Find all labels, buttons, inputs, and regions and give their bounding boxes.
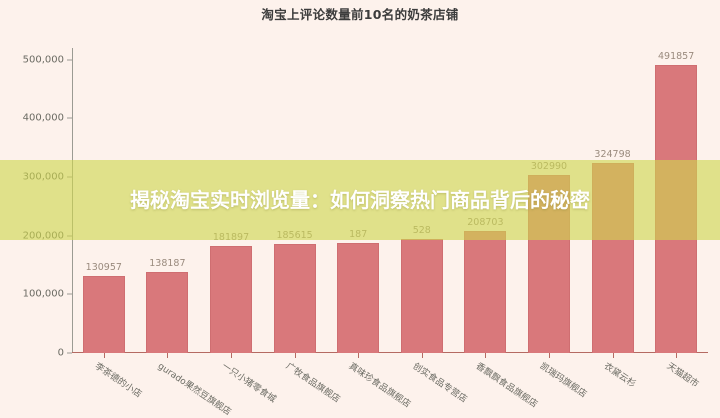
x-axis-tick-mark <box>230 353 232 358</box>
bar-slot[interactable]: 528 创实食品专营店 <box>390 48 468 405</box>
x-axis-tick-label: 香飘飘食品旗舰店 <box>474 361 540 411</box>
x-axis-tick-label: 衣黛云杉 <box>601 361 637 390</box>
bar[interactable] <box>337 243 380 353</box>
bar-value-label: 491857 <box>658 50 695 62</box>
bar[interactable] <box>464 230 507 353</box>
bar-value-label: 528 <box>412 224 431 236</box>
bar-slot[interactable]: 185615 广牧食品旗舰店 <box>263 48 341 405</box>
y-axis-tick-label: 300,000 <box>22 171 64 183</box>
bar-value-label: 302990 <box>530 161 568 173</box>
chart-title: 淘宝上评论数量前10名的奶茶店铺 <box>261 7 459 22</box>
x-axis-tick-label: 一只小猪零食城 <box>219 361 278 406</box>
x-axis-tick-mark <box>612 353 614 358</box>
y-axis-tick-mark <box>67 59 72 61</box>
bar-value-label: 181897 <box>212 232 250 244</box>
x-axis-tick-label: 真味珍食品旗舰店 <box>346 361 413 411</box>
bar-slot[interactable]: 187 真味珍食品旗舰店 <box>326 48 412 410</box>
bar-slot[interactable]: 208703 香飘飘食品旗舰店 <box>454 48 539 410</box>
bar-slot[interactable]: 138187 gurado果然豆旗舰店 <box>136 48 233 418</box>
y-axis-tick-mark <box>67 352 72 354</box>
x-axis-tick-mark <box>676 353 678 358</box>
bar-slot[interactable]: 324798 衣黛云杉 <box>581 48 645 390</box>
x-axis-line <box>72 352 708 353</box>
plot-area: 0 100,000 200,000 300,000 400,000 500,000 130… <box>23 48 708 418</box>
y-axis-tick-mark <box>67 293 72 295</box>
bar[interactable] <box>400 238 443 353</box>
bar-value-label: 138187 <box>149 257 186 269</box>
y-axis-tick-label: 500,000 <box>22 54 64 66</box>
bar-slot[interactable]: 181897 一只小猪零食城 <box>199 48 278 405</box>
bar-slot[interactable]: 302990 凯瑞玛旗舰店 <box>517 48 588 400</box>
bar[interactable] <box>591 162 634 353</box>
y-axis-tick-label: 0 <box>57 347 64 359</box>
y-axis-tick-label: 200,000 <box>22 230 64 242</box>
bar[interactable] <box>527 175 570 353</box>
bar-value-label: 130957 <box>85 262 122 274</box>
x-axis-tick-label: 创实食品专营店 <box>410 361 469 406</box>
bar[interactable] <box>82 276 125 353</box>
y-axis-tick-label: 400,000 <box>22 112 64 124</box>
bar[interactable] <box>273 244 316 353</box>
bar-series: 130957 李茶德的小店 138187 gurado果然豆旗舰店 181897 一只小猪… <box>72 48 708 418</box>
bar-value-label: 185615 <box>276 230 313 242</box>
x-axis-tick-label: 李茶德的小店 <box>92 361 143 400</box>
x-axis-tick-label: 天猫超市 <box>664 361 701 390</box>
chart-root: 淘宝上评论数量前10名的奶茶店铺 0 100,000 200,000 300,000 4… <box>0 7 720 418</box>
y-axis-tick-label: 100,000 <box>22 288 64 300</box>
y-axis-tick-mark <box>67 117 72 119</box>
bar[interactable] <box>655 64 698 353</box>
x-axis-tick-mark <box>167 353 169 358</box>
bar-slot[interactable]: 491857 天猫超市 <box>644 48 708 390</box>
bar-value-label: 208703 <box>467 216 504 228</box>
x-axis-tick-mark <box>294 353 296 358</box>
bar-value-label: 187 <box>349 229 368 241</box>
x-axis-tick-mark <box>421 353 423 358</box>
x-axis-tick-label: 凯瑞玛旗舰店 <box>537 361 589 400</box>
bar[interactable] <box>209 246 252 353</box>
x-axis-tick-mark <box>358 353 360 358</box>
bar-slot[interactable]: 130957 李茶德的小店 <box>72 48 143 400</box>
bar[interactable] <box>146 271 189 353</box>
x-axis-tick-mark <box>548 353 550 358</box>
x-axis-tick-mark <box>103 353 105 358</box>
x-axis-tick-mark <box>485 353 487 358</box>
x-axis-tick-label: 广牧食品旗舰店 <box>283 361 342 406</box>
bar-value-label: 324798 <box>594 148 631 160</box>
